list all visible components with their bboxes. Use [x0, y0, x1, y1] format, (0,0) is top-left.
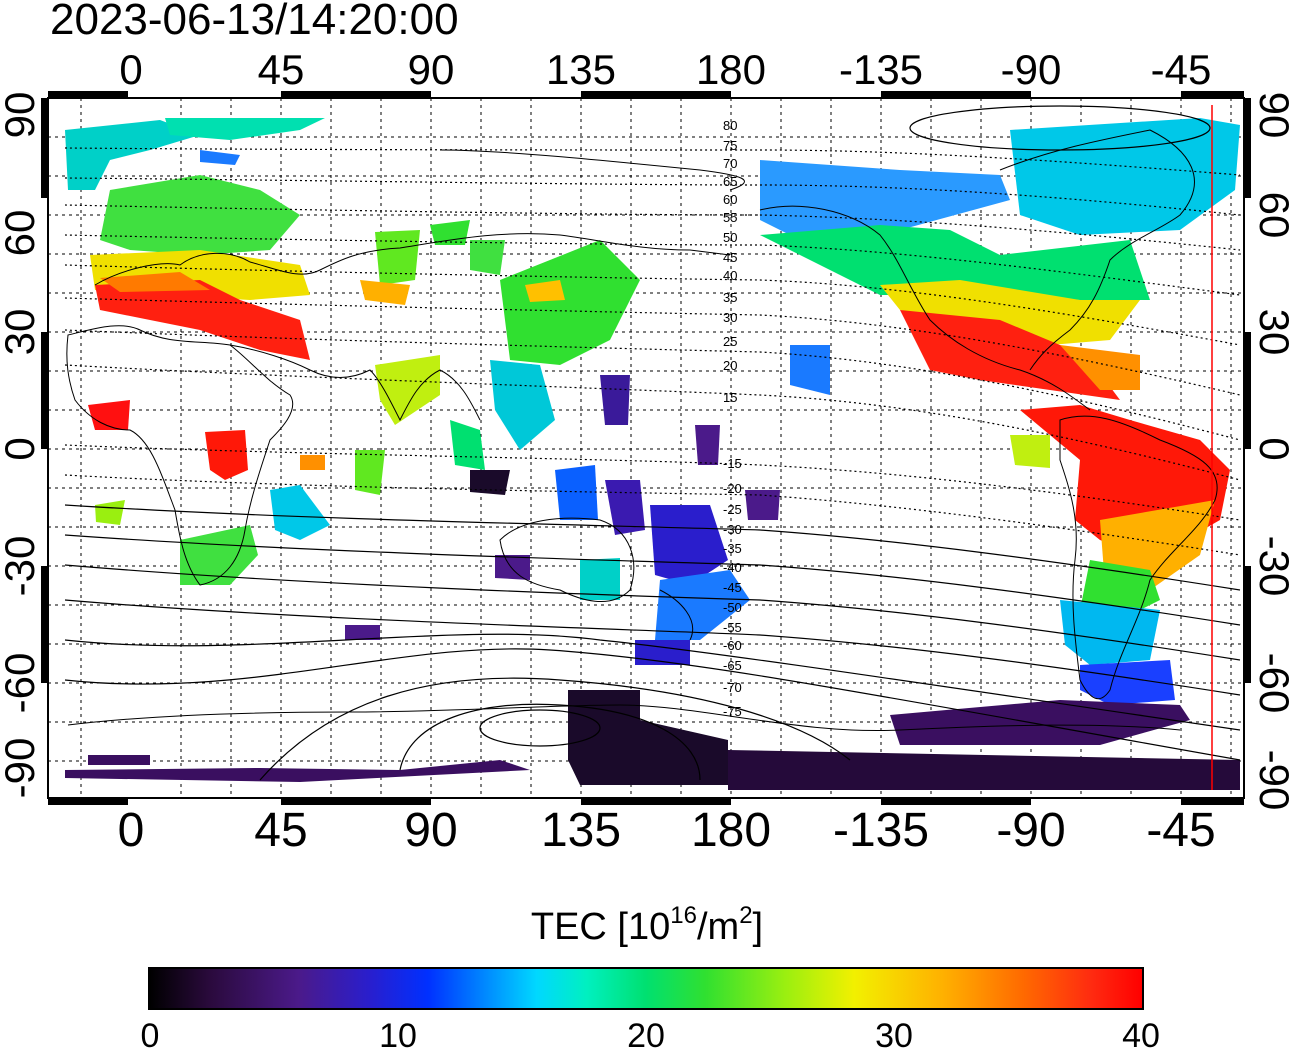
bottom-longitude-labels: 0 45 90 135 180 -135 -90 -45	[118, 804, 1216, 857]
bottom-lon-tick: 0	[118, 804, 145, 857]
left-lat-tick: 90	[0, 92, 43, 139]
mlat-label: -15	[723, 456, 742, 471]
mlat-label: 80	[723, 118, 737, 133]
bottom-lon-tick: 180	[691, 804, 771, 857]
mlat-label: 50	[723, 230, 737, 245]
map-timestamp-title: 2023-06-13/14:20:00	[50, 0, 459, 44]
mlat-label: -70	[723, 680, 742, 695]
right-lat-tick: 60	[1251, 192, 1294, 239]
bottom-lon-tick: 45	[254, 804, 307, 857]
mlat-label: 30	[723, 310, 737, 325]
coastlines	[66, 129, 1218, 732]
mlat-label: -45	[723, 580, 742, 595]
left-lat-tick: -60	[0, 653, 43, 714]
left-lat-tick: -30	[0, 536, 43, 597]
colorbar-title-suffix: ]	[752, 906, 764, 948]
colorbar-tick: 30	[875, 1017, 913, 1055]
right-lat-tick: -30	[1251, 536, 1294, 597]
colorbar-tick: 0	[140, 1017, 160, 1055]
colorbar	[148, 967, 1144, 1010]
bottom-lon-tick: 135	[541, 804, 621, 857]
mlat-label: -35	[723, 541, 742, 556]
colorbar-tick: 20	[627, 1017, 665, 1055]
colorbar-title-prefix: TEC [10	[530, 906, 671, 948]
colorbar-tick: 10	[379, 1017, 417, 1055]
left-lat-tick: 0	[0, 437, 43, 460]
right-lat-tick: -60	[1251, 653, 1294, 714]
mlat-label: 75	[723, 138, 737, 153]
top-lon-tick: -45	[1151, 46, 1212, 93]
bottom-lon-tick: -45	[1146, 804, 1215, 857]
mlat-label: -20	[723, 481, 742, 496]
mlat-label: 60	[723, 192, 737, 207]
mlat-label: -55	[723, 620, 742, 635]
mlat-label: -30	[723, 522, 742, 537]
frame-tick-bars	[41, 91, 1251, 805]
mlat-label: 15	[723, 390, 737, 405]
top-lon-tick: 135	[546, 46, 616, 93]
right-lat-tick: 0	[1251, 437, 1294, 460]
mlat-label: -40	[723, 560, 742, 575]
bottom-lon-tick: 90	[404, 804, 457, 857]
left-lat-tick: -90	[0, 738, 43, 799]
left-lat-tick: 30	[0, 309, 43, 356]
magnetic-latitude-labels: 80 75 70 65 60 55 50 45 40 35 30 25 20 1…	[723, 118, 742, 719]
mlat-label: 25	[723, 334, 737, 349]
bottom-lon-tick: -135	[833, 804, 929, 857]
mlat-label: -50	[723, 600, 742, 615]
mlat-label: 35	[723, 290, 737, 305]
mlat-label: 40	[723, 268, 737, 283]
top-lon-tick: 45	[258, 46, 305, 93]
magnetic-latitude-contours	[64, 105, 1241, 781]
top-lon-tick: -135	[839, 46, 923, 93]
tec-data	[65, 118, 1240, 790]
colorbar-title-exponent-1: 16	[670, 902, 697, 929]
top-longitude-labels: 0 45 90 135 180 -135 -90 -45	[119, 46, 1211, 93]
mlat-label: 20	[723, 358, 737, 373]
mlat-label: -75	[723, 704, 742, 719]
right-lat-tick: -90	[1251, 750, 1294, 811]
mlat-label: 45	[723, 250, 737, 265]
mlat-label: -60	[723, 638, 742, 653]
colorbar-tick: 40	[1122, 1017, 1160, 1055]
bottom-lon-tick: -90	[996, 804, 1065, 857]
right-lat-tick: 30	[1251, 309, 1294, 356]
mlat-label: -65	[723, 658, 742, 673]
top-lon-tick: 180	[696, 46, 766, 93]
mlat-label: -25	[723, 502, 742, 517]
mlat-label: 70	[723, 156, 737, 171]
top-lon-tick: 0	[119, 46, 142, 93]
left-lat-tick: 60	[0, 210, 43, 257]
right-latitude-labels: 90 60 30 0 -30 -60 -90	[1251, 92, 1294, 811]
colorbar-title: TEC [1016/m2]	[0, 904, 1294, 950]
mlat-label: 65	[723, 174, 737, 189]
colorbar-title-mid: /m	[696, 906, 740, 948]
mlat-label: 55	[723, 210, 737, 225]
top-lon-tick: -90	[1001, 46, 1062, 93]
right-lat-tick: 90	[1251, 92, 1294, 139]
top-lon-tick: 90	[408, 46, 455, 93]
left-latitude-labels: 90 60 30 0 -30 -60 -90	[0, 92, 43, 799]
colorbar-title-exponent-2: 2	[739, 902, 753, 929]
